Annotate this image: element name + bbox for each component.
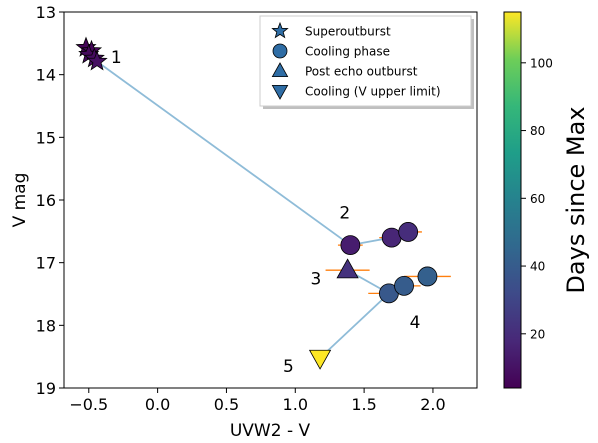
x-axis-label: UVW2 - V bbox=[230, 421, 311, 441]
y-axis-ticks: 13 14 15 16 17 18 19 bbox=[36, 3, 64, 398]
colorbar-tick-label: 60 bbox=[530, 192, 545, 206]
annotation-label: 1 bbox=[111, 48, 122, 68]
data-point-triangle-down bbox=[308, 349, 332, 370]
y-tick-label: 13 bbox=[36, 3, 56, 22]
x-tick-label: 0.5 bbox=[214, 395, 239, 414]
legend-marker-circle bbox=[272, 43, 288, 59]
colorbar-gradient bbox=[503, 11, 522, 389]
legend-marker-star bbox=[271, 21, 289, 39]
data-markers bbox=[75, 36, 438, 370]
colorbar-tick-label: 40 bbox=[530, 260, 545, 274]
legend-label: Post echo outburst bbox=[305, 65, 418, 79]
annotation-label: 4 bbox=[410, 313, 421, 333]
data-point-circle bbox=[417, 266, 438, 287]
data-point-circle bbox=[394, 275, 414, 296]
colorbar-ticks: 20 40 60 80 100 bbox=[521, 56, 553, 341]
legend-marker-triangle-down bbox=[271, 85, 289, 100]
legend-label: Superoutburst bbox=[305, 25, 391, 39]
annotation-label: 2 bbox=[339, 204, 350, 224]
colorbar: 20 40 60 80 100 Days since Max bbox=[503, 11, 590, 389]
y-tick-label: 17 bbox=[36, 254, 56, 273]
x-tick-label: 1.0 bbox=[283, 395, 308, 414]
point-annotations: 1 2 3 4 5 bbox=[111, 48, 421, 377]
x-axis-ticks: −0.5 0.0 0.5 1.0 1.5 2.0 bbox=[69, 388, 446, 414]
y-tick-label: 14 bbox=[36, 66, 56, 85]
data-point-triangle-up bbox=[336, 258, 359, 279]
data-point-star bbox=[86, 50, 108, 71]
x-tick-label: 1.5 bbox=[351, 395, 376, 414]
data-point-circle bbox=[381, 227, 402, 248]
x-tick-label: −0.5 bbox=[69, 395, 108, 414]
colorbar-tick-label: 20 bbox=[530, 327, 545, 341]
legend: Superoutburst Cooling phase Post echo outb… bbox=[259, 15, 474, 109]
y-tick-label: 16 bbox=[36, 191, 56, 210]
colorbar-label: Days since Max bbox=[562, 106, 590, 293]
y-tick-label: 15 bbox=[36, 128, 56, 147]
legend-label: Cooling phase bbox=[305, 45, 390, 59]
legend-label: Cooling (V upper limit) bbox=[305, 85, 441, 99]
annotation-label: 5 bbox=[283, 357, 294, 377]
y-tick-label: 18 bbox=[36, 316, 56, 335]
data-point-circle bbox=[340, 235, 361, 256]
y-tick-label: 19 bbox=[36, 379, 56, 398]
annotation-label: 3 bbox=[311, 269, 322, 289]
legend-marker-triangle-up bbox=[271, 62, 289, 77]
data-point-circle bbox=[398, 222, 419, 242]
colorbar-tick-label: 80 bbox=[530, 124, 545, 138]
x-tick-label: 0.0 bbox=[145, 395, 170, 414]
y-axis-label: V mag bbox=[10, 173, 30, 228]
x-tick-label: 2.0 bbox=[420, 395, 445, 414]
colorbar-tick-label: 100 bbox=[530, 56, 553, 70]
legend-box bbox=[259, 15, 472, 107]
